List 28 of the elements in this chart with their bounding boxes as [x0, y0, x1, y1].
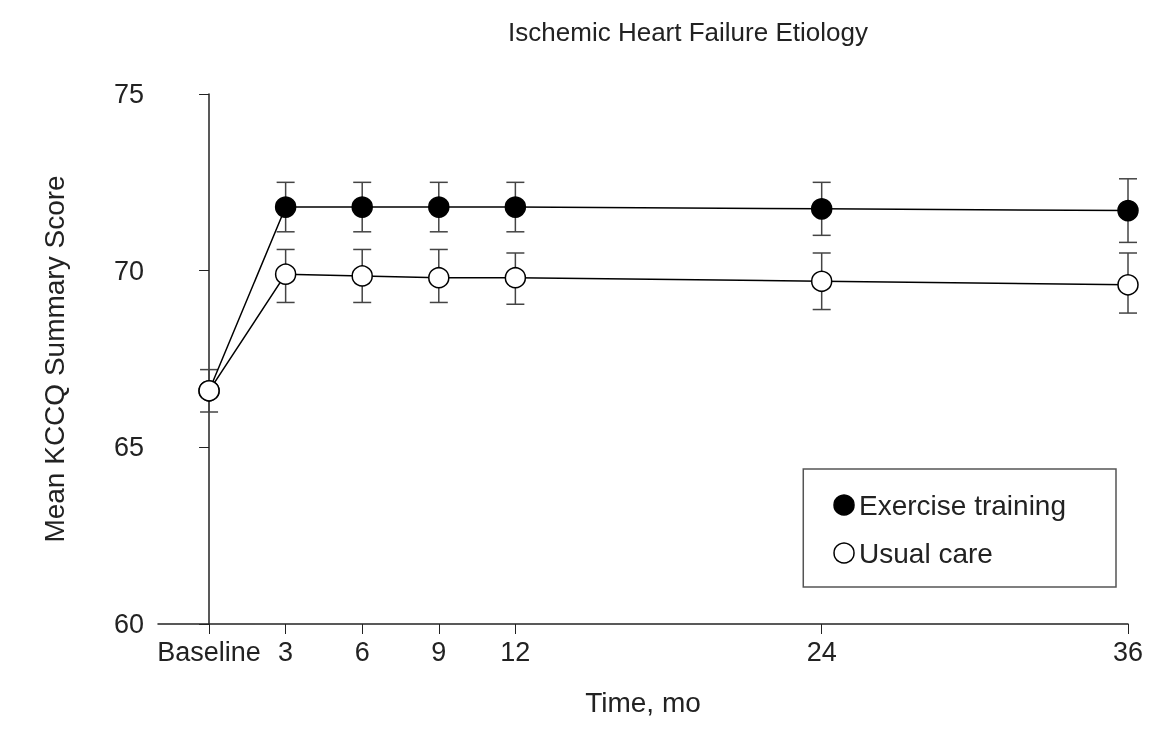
x-tick-label: 9 — [431, 636, 447, 667]
point — [428, 266, 450, 289]
point — [810, 270, 833, 293]
point — [351, 265, 373, 287]
chart-title: Ischemic Heart Failure Etiology — [508, 17, 868, 47]
x-tick-label: 12 — [500, 636, 531, 667]
legend-label: Exercise training — [859, 489, 1067, 521]
x-axis-title: Time, mo — [585, 686, 701, 718]
point — [428, 196, 450, 218]
y-tick-label: 75 — [113, 79, 144, 109]
point — [274, 263, 297, 285]
x-tick-label: Baseline — [157, 636, 261, 667]
y-tick-label: 60 — [113, 609, 144, 639]
x-tick-label: 3 — [278, 636, 294, 667]
point — [1117, 274, 1139, 296]
y-tick-label: 70 — [113, 255, 144, 286]
point — [504, 196, 527, 218]
x-tick-label: 6 — [354, 636, 370, 667]
point — [1117, 199, 1139, 222]
y-tick-label: 65 — [113, 432, 144, 463]
x-tick-label: 36 — [1112, 636, 1144, 667]
legend-label: Usual care — [859, 537, 993, 569]
point — [274, 196, 297, 218]
y-axis-title: Mean KCCQ Summary Score — [38, 175, 70, 543]
point — [504, 266, 527, 289]
point — [810, 198, 833, 220]
x-tick-label: 24 — [806, 636, 837, 667]
point — [351, 196, 373, 218]
